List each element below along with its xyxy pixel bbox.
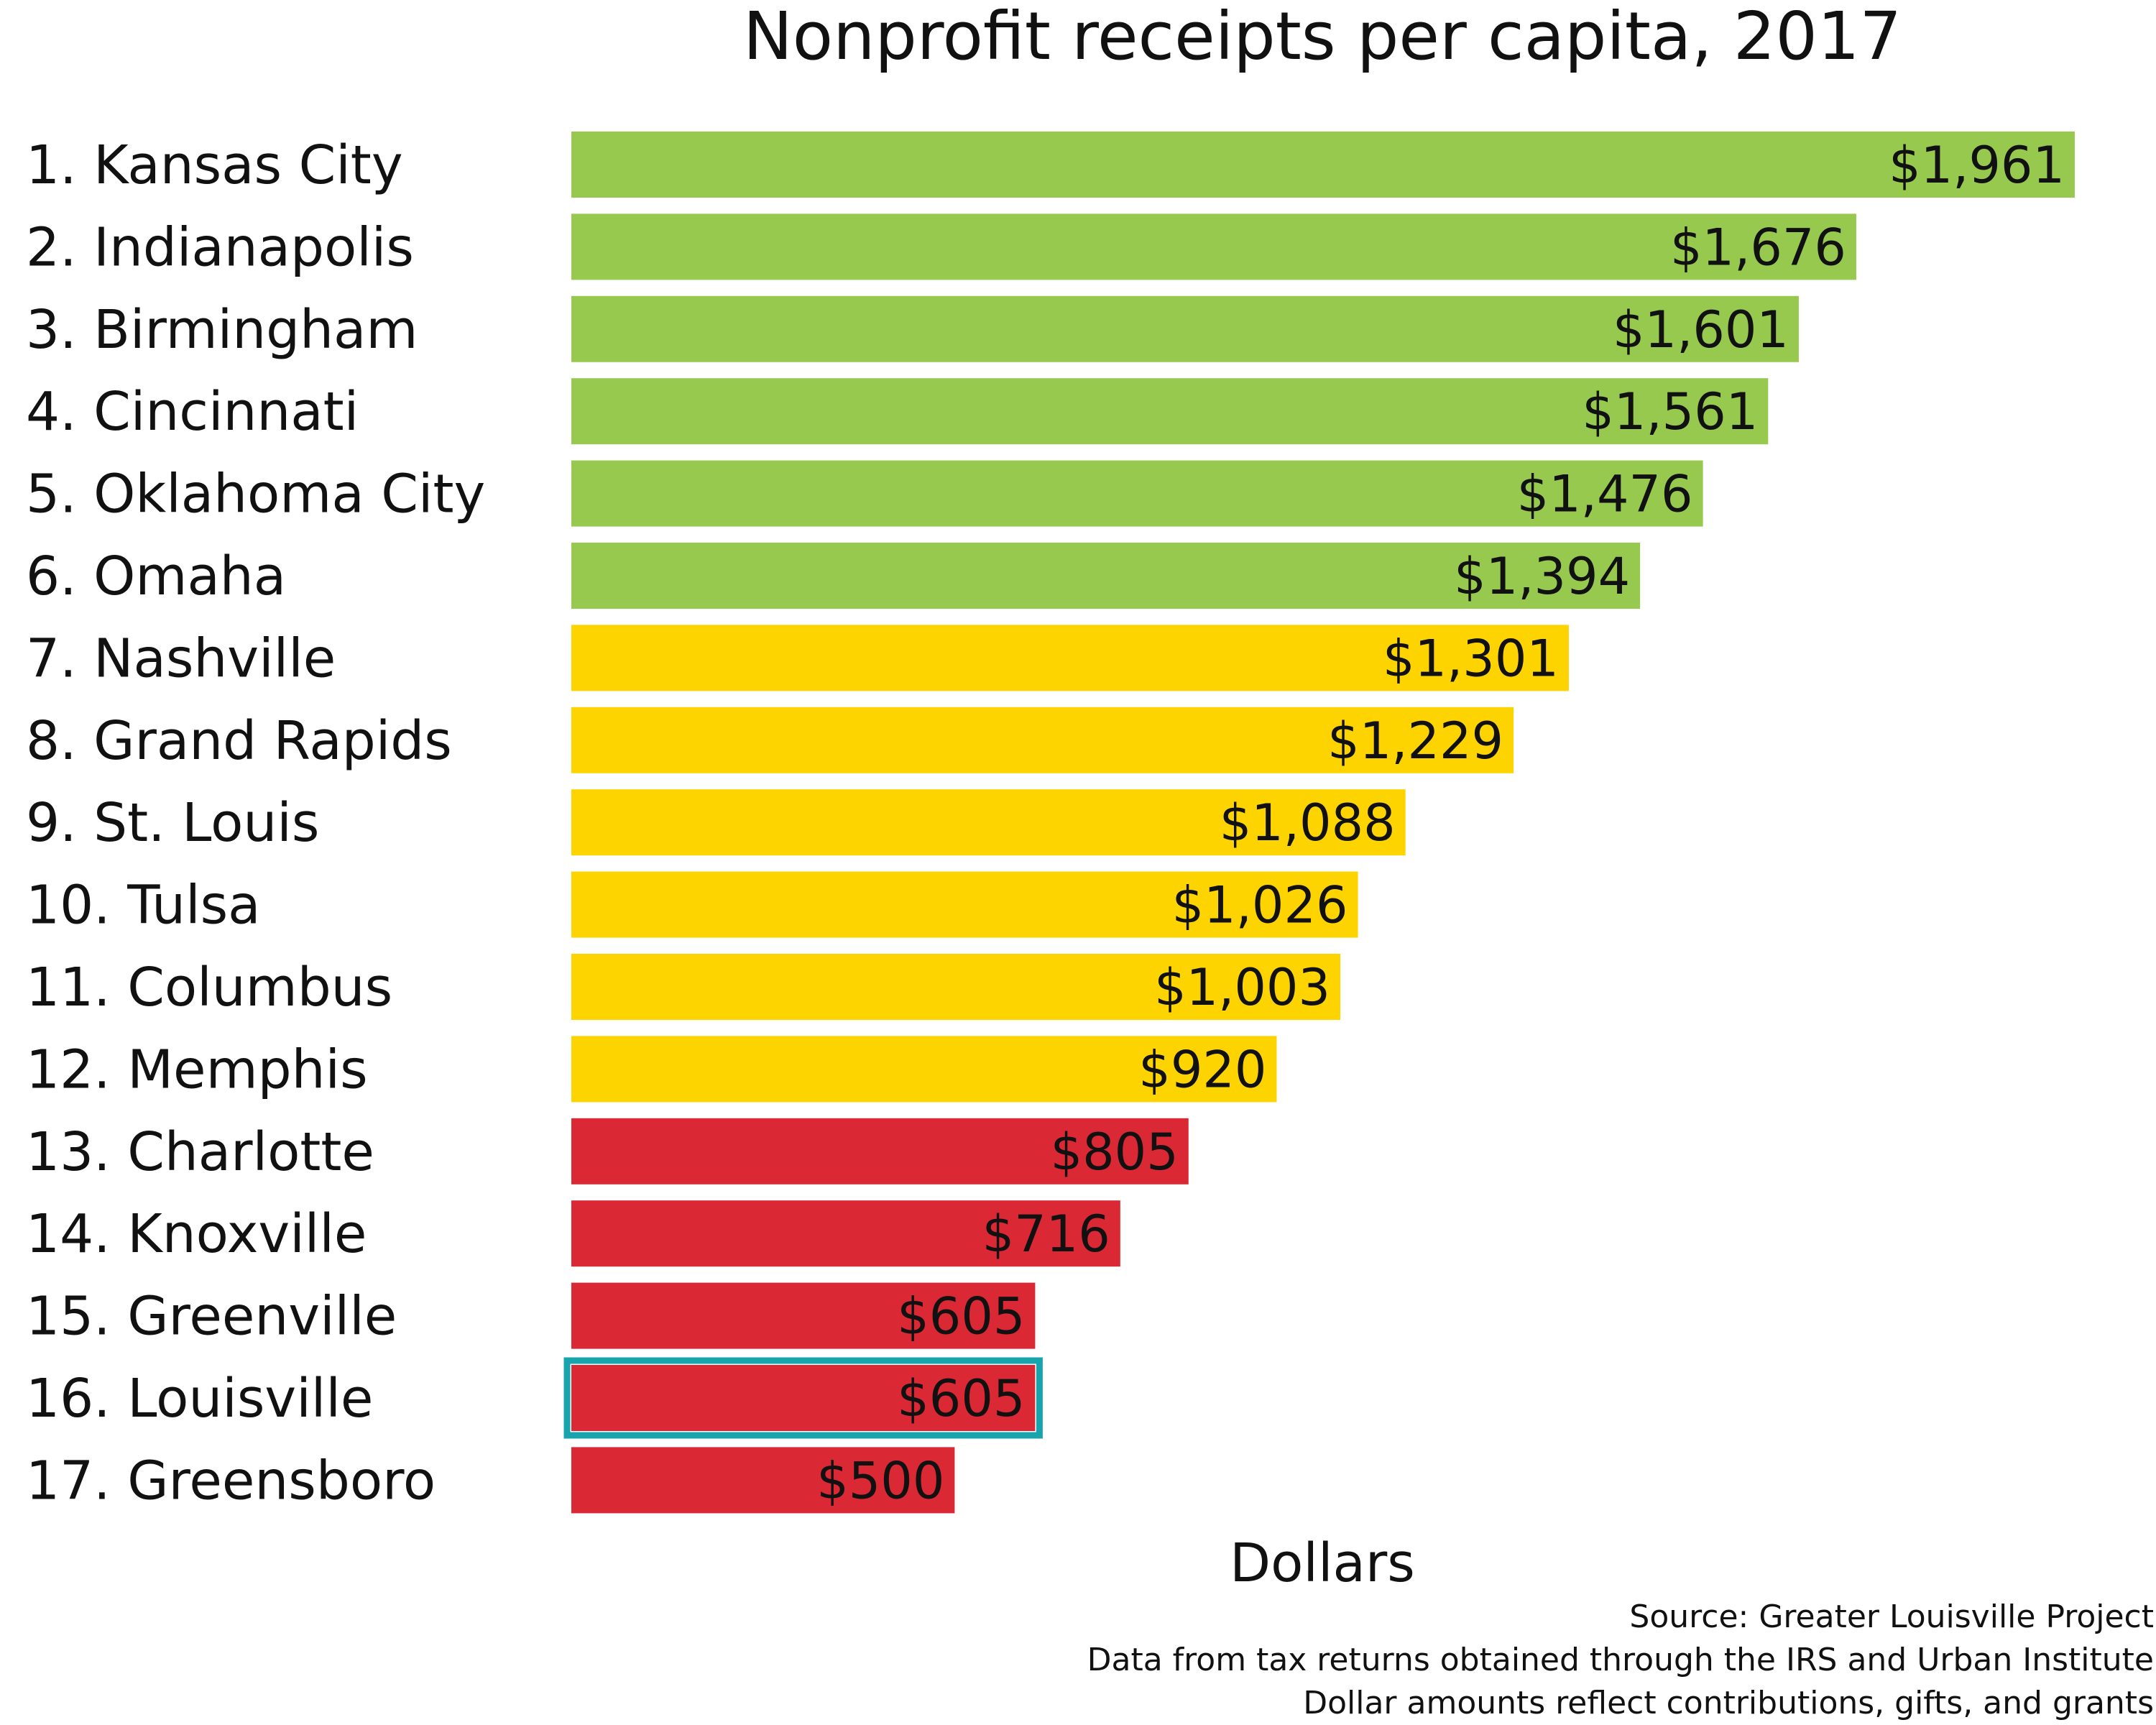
bar-1 [571,132,2075,198]
value-label-4: $1,561 [1582,382,1758,441]
value-label-15: $605 [897,1287,1025,1346]
category-label-17: 17. Greensboro [26,1450,436,1512]
value-label-11: $1,003 [1154,958,1330,1017]
bar-11 [571,954,1341,1020]
value-label-13: $805 [1051,1123,1179,1182]
bar-13 [571,1118,1189,1184]
category-label-13: 13. Charlotte [26,1121,374,1183]
category-label-1: 1. Kansas City [26,134,403,196]
value-label-5: $1,476 [1517,465,1693,524]
bar-6 [571,543,1641,609]
bar-8 [571,707,1514,773]
value-label-12: $920 [1138,1040,1266,1099]
x-axis-label: Dollars [1230,1532,1415,1594]
value-label-8: $1,229 [1327,712,1503,770]
category-label-14: 14. Knoxville [26,1203,367,1265]
bar-14 [571,1200,1120,1267]
value-label-6: $1,394 [1454,547,1630,606]
value-label-10: $1,026 [1172,876,1348,935]
bar-16 [571,1365,1036,1431]
category-label-6: 6. Omaha [26,546,286,607]
value-label-2: $1,676 [1670,218,1846,277]
value-label-7: $1,301 [1383,629,1559,688]
bar-7 [571,625,1569,691]
category-label-5: 5. Oklahoma City [26,464,485,525]
category-label-15: 15. Greenville [26,1286,397,1348]
category-label-10: 10. Tulsa [26,875,261,937]
bar-10 [571,871,1358,938]
bar-5 [571,460,1703,527]
category-label-9: 9. St. Louis [26,792,319,854]
category-label-8: 8. Grand Rapids [26,710,452,772]
value-label-16: $605 [897,1369,1025,1428]
category-label-11: 11. Columbus [26,957,392,1018]
bars-group: 1. Kansas City $1,961 2. Indianapolis $1,67… [26,132,2075,1514]
bar-9 [571,789,1406,856]
category-label-7: 7. Nashville [26,627,336,689]
category-label-3: 3. Birmingham [26,299,418,361]
source-note: Source: Greater Louisville Project [1629,1598,2154,1635]
bar-15 [571,1282,1036,1349]
category-label-12: 12. Memphis [26,1039,368,1100]
value-label-9: $1,088 [1220,794,1396,852]
bar-4 [571,378,1769,445]
value-label-1: $1,961 [1889,136,2065,195]
value-label-3: $1,601 [1613,300,1789,359]
data-note: Data from tax returns obtained through t… [1087,1642,2154,1678]
chart-title: Nonprofit receipts per capita, 2017 [743,0,1902,75]
bar-2 [571,213,1856,280]
category-label-2: 2. Indianapolis [26,216,414,278]
bar-12 [571,1036,1277,1103]
category-label-4: 4. Cincinnati [26,381,359,443]
highlight-outline [563,1357,1043,1439]
category-label-16: 16. Louisville [26,1368,373,1430]
amount-note: Dollar amounts reflect contributions, gi… [1303,1685,2154,1721]
value-label-17: $500 [816,1451,944,1510]
bar-17 [571,1447,955,1514]
value-label-14: $716 [982,1205,1110,1264]
bar-3 [571,295,1799,362]
